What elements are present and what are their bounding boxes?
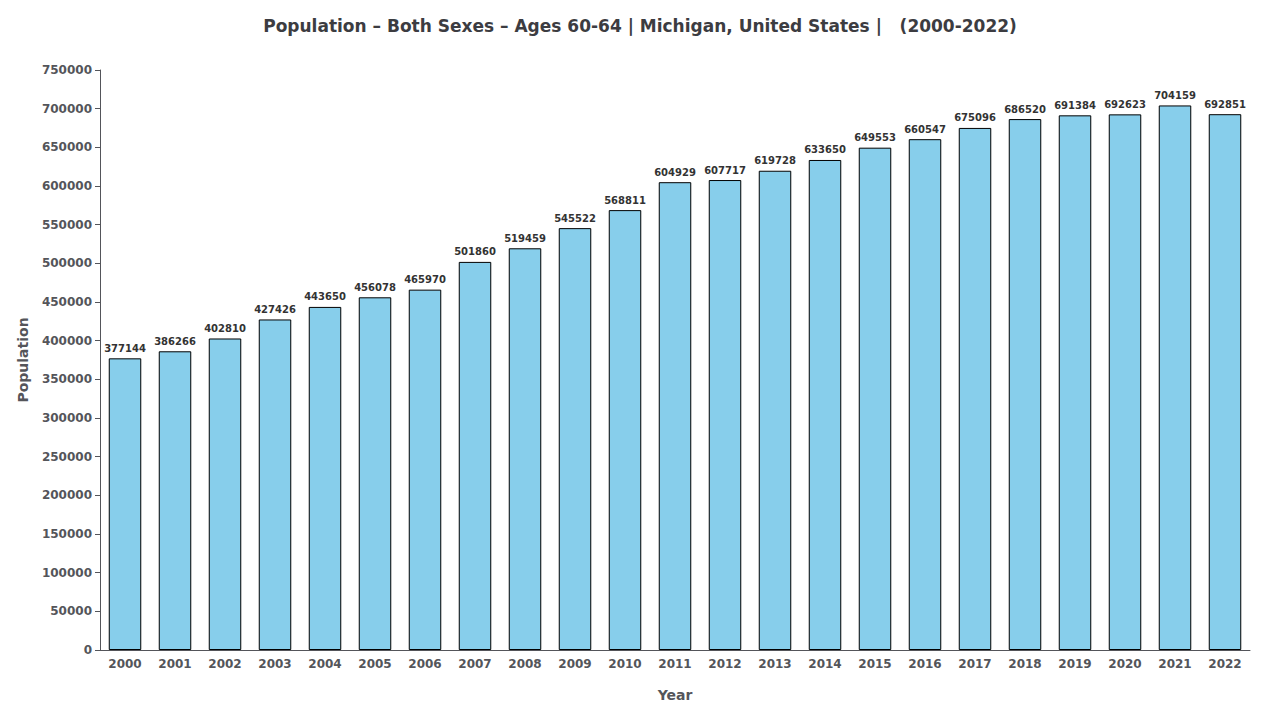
svg-text:750000: 750000: [42, 63, 92, 77]
svg-text:402810: 402810: [204, 323, 246, 334]
svg-text:501860: 501860: [454, 246, 496, 257]
svg-text:2018: 2018: [1008, 657, 1041, 671]
svg-text:Population: Population: [15, 317, 31, 402]
svg-text:150000: 150000: [42, 527, 92, 541]
svg-text:50000: 50000: [50, 604, 92, 618]
svg-text:633650: 633650: [804, 144, 846, 155]
svg-text:350000: 350000: [42, 372, 92, 386]
svg-text:386266: 386266: [154, 336, 196, 347]
svg-text:650000: 650000: [42, 140, 92, 154]
svg-text:692851: 692851: [1204, 99, 1246, 110]
svg-text:568811: 568811: [604, 195, 646, 206]
svg-text:691384: 691384: [1054, 100, 1096, 111]
svg-text:2014: 2014: [808, 657, 841, 671]
svg-text:2007: 2007: [458, 657, 491, 671]
svg-text:2015: 2015: [858, 657, 891, 671]
svg-text:600000: 600000: [42, 179, 92, 193]
svg-text:377144: 377144: [104, 343, 146, 354]
svg-text:2020: 2020: [1108, 657, 1141, 671]
svg-text:2017: 2017: [958, 657, 991, 671]
svg-text:675096: 675096: [954, 112, 996, 123]
svg-text:700000: 700000: [42, 102, 92, 116]
svg-text:465970: 465970: [404, 274, 446, 285]
svg-text:456078: 456078: [354, 282, 396, 293]
svg-text:2022: 2022: [1208, 657, 1241, 671]
svg-text:519459: 519459: [504, 233, 546, 244]
svg-text:2012: 2012: [708, 657, 741, 671]
svg-text:2008: 2008: [508, 657, 541, 671]
svg-text:660547: 660547: [904, 124, 946, 135]
svg-text:443650: 443650: [304, 291, 346, 302]
svg-text:100000: 100000: [42, 566, 92, 580]
svg-text:704159: 704159: [1154, 90, 1196, 101]
svg-text:2013: 2013: [758, 657, 791, 671]
svg-text:2019: 2019: [1058, 657, 1091, 671]
svg-text:649553: 649553: [854, 132, 896, 143]
svg-text:300000: 300000: [42, 411, 92, 425]
svg-text:450000: 450000: [42, 295, 92, 309]
svg-text:550000: 550000: [42, 218, 92, 232]
svg-text:250000: 250000: [42, 450, 92, 464]
svg-text:2010: 2010: [608, 657, 641, 671]
svg-text:2009: 2009: [558, 657, 591, 671]
svg-text:2003: 2003: [258, 657, 291, 671]
svg-text:0: 0: [84, 643, 92, 657]
svg-text:Population – Both Sexes – Ages: Population – Both Sexes – Ages 60-64 | M…: [263, 16, 1017, 36]
svg-text:692623: 692623: [1104, 99, 1146, 110]
svg-text:Year: Year: [657, 687, 693, 703]
svg-text:604929: 604929: [654, 167, 696, 178]
svg-text:2004: 2004: [308, 657, 341, 671]
svg-text:619728: 619728: [754, 155, 796, 166]
svg-text:2002: 2002: [208, 657, 241, 671]
svg-text:545522: 545522: [554, 213, 596, 224]
svg-text:2000: 2000: [108, 657, 141, 671]
svg-text:686520: 686520: [1004, 104, 1046, 115]
svg-text:200000: 200000: [42, 488, 92, 502]
svg-text:2016: 2016: [908, 657, 941, 671]
svg-text:607717: 607717: [704, 165, 746, 176]
svg-text:2001: 2001: [158, 657, 191, 671]
svg-text:2011: 2011: [658, 657, 691, 671]
svg-text:2021: 2021: [1158, 657, 1191, 671]
svg-text:427426: 427426: [254, 304, 296, 315]
svg-text:2005: 2005: [358, 657, 391, 671]
svg-text:400000: 400000: [42, 334, 92, 348]
svg-text:500000: 500000: [42, 256, 92, 270]
svg-text:2006: 2006: [408, 657, 441, 671]
